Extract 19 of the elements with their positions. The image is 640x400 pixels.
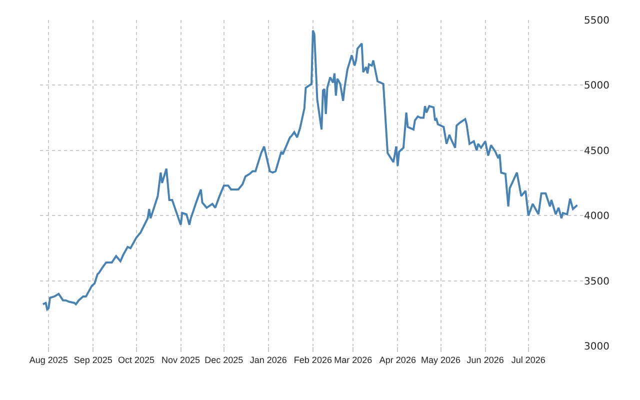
x-tick-label: Sep 2025	[74, 354, 112, 365]
x-tick-label: May 2026	[421, 354, 461, 365]
x-tick-label: Nov 2025	[162, 354, 200, 365]
x-tick-label: Apr 2026	[379, 354, 416, 365]
y-tick-label: 4500	[584, 146, 610, 157]
x-tick-label: Oct 2025	[118, 354, 155, 365]
y-tick-label: 5000	[584, 80, 610, 92]
y-tick-label: 5500	[584, 16, 610, 26]
x-tick-label: Feb 2026	[294, 354, 332, 365]
x-tick-label: Dec 2025	[204, 354, 244, 365]
x-tick-label: Jan 2026	[250, 354, 287, 365]
x-tick-label: Mar 2026	[334, 354, 372, 365]
y-tick-label: 3000	[584, 342, 610, 352]
line-series	[42, 29, 578, 310]
x-tick-label: Aug 2025	[29, 354, 68, 365]
y-tick-label: 4000	[584, 211, 610, 222]
x-tick-label: Jun 2026	[466, 354, 504, 365]
x-tick-label: Jul 2026	[511, 354, 546, 365]
y-tick-label: 3500	[584, 276, 610, 288]
